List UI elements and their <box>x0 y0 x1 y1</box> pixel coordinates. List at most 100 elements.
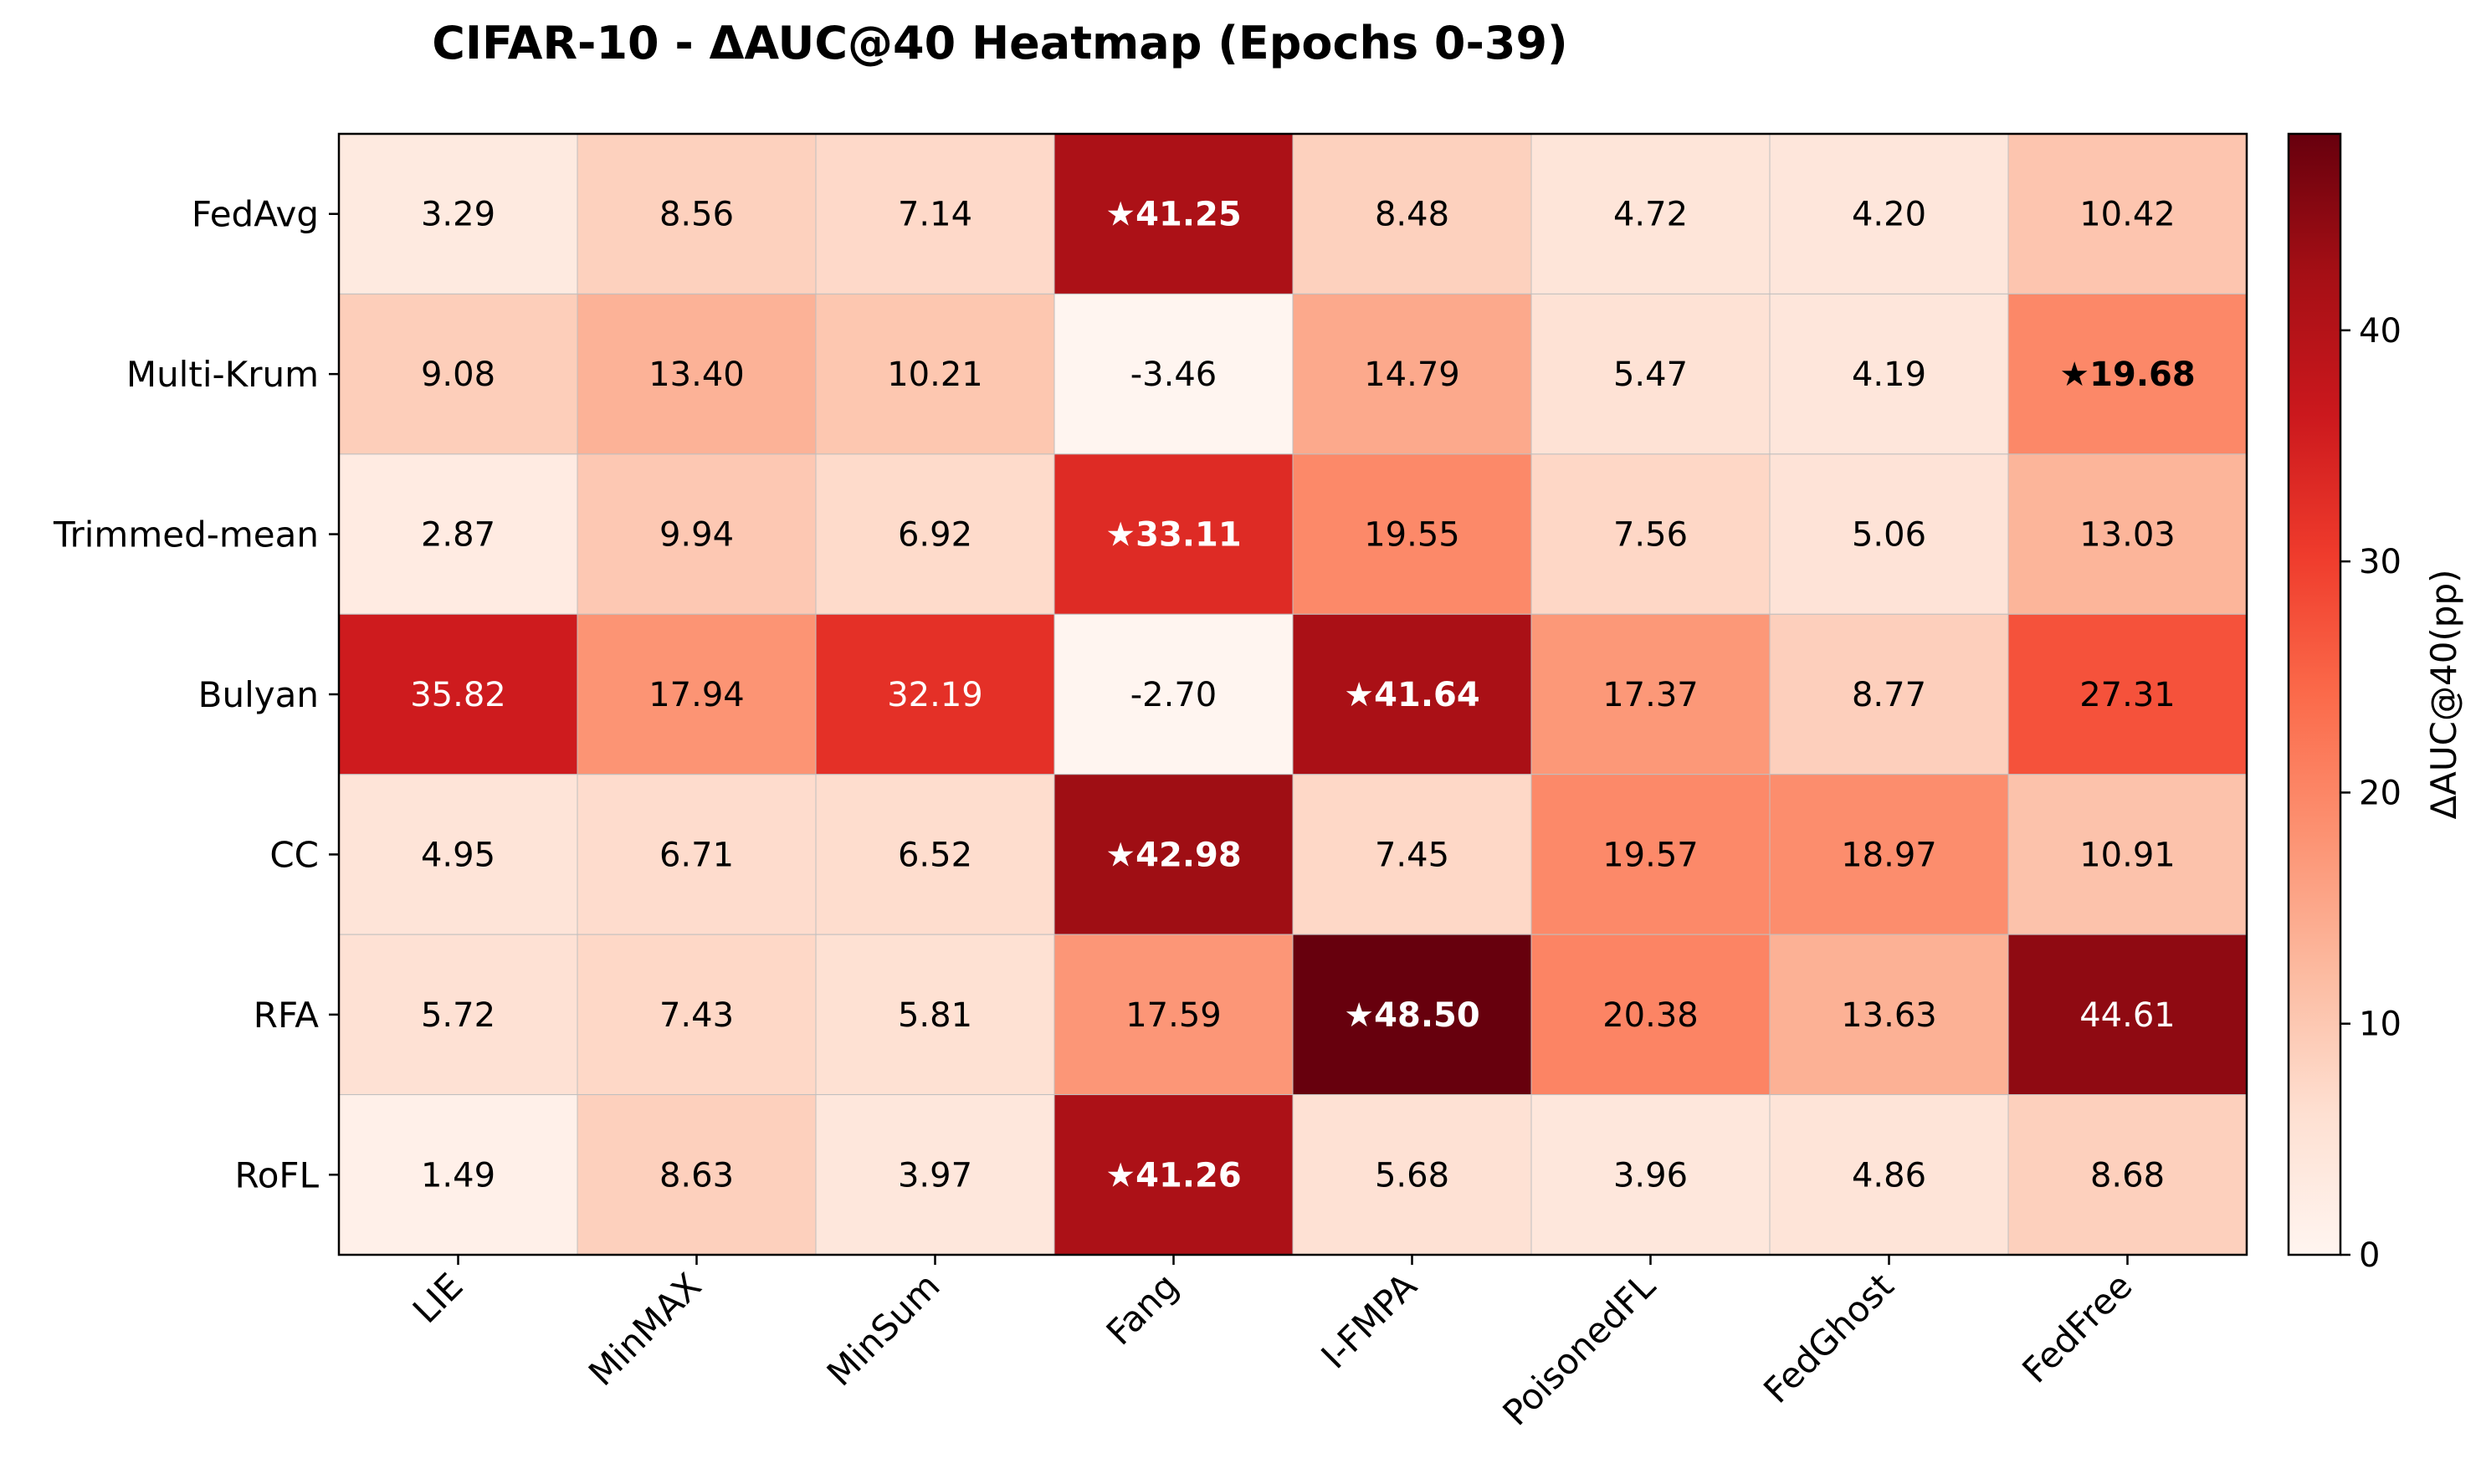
heatmap-cell <box>2007 1094 2248 1256</box>
cell-label: 9.94 <box>659 516 734 555</box>
cell-label: 10.21 <box>887 356 983 394</box>
x-tick-label: MinMAX <box>581 1265 710 1394</box>
cell-label: 8.63 <box>659 1156 734 1195</box>
cell-label: 20.38 <box>1602 996 1699 1035</box>
cell-label: 44.61 <box>2079 996 2176 1035</box>
heatmap-cells <box>338 133 2248 1256</box>
cell-label-best: ★41.25 <box>1105 196 1241 234</box>
cell-label: 5.72 <box>421 996 495 1035</box>
cell-label: 13.03 <box>2079 516 2176 555</box>
cell-label: -3.46 <box>1130 356 1217 394</box>
cell-label: 17.59 <box>1125 996 1222 1035</box>
heatmap-cell <box>338 453 578 615</box>
cell-label: 3.96 <box>1613 1156 1688 1195</box>
cell-label: 14.79 <box>1364 356 1460 394</box>
y-tick-label: RoFL <box>234 1154 319 1195</box>
cell-label: 5.47 <box>1613 356 1688 394</box>
x-tick-label: LIE <box>405 1265 471 1331</box>
x-tick-label: PoisonedFL <box>1494 1265 1663 1434</box>
heatmap-cell <box>1769 774 2009 935</box>
cell-label: 18.97 <box>1841 836 1937 874</box>
y-tick-label: FedAvg <box>192 194 319 235</box>
cell-label: 17.37 <box>1602 676 1699 714</box>
cell-label: 6.92 <box>898 516 972 555</box>
y-tick-label: RFA <box>254 995 319 1036</box>
chart-title: CIFAR-10 - ΔAUC@40 Heatmap (Epochs 0-39) <box>432 17 1567 69</box>
cell-label: 9.08 <box>421 356 495 394</box>
colorbar-tick-label: 40 <box>2359 312 2402 351</box>
y-tick-label: Bulyan <box>198 674 319 715</box>
cell-label: 5.68 <box>1375 1156 1449 1195</box>
cell-label: 35.82 <box>410 676 506 714</box>
heatmap-cell <box>1769 133 2009 294</box>
heatmap-cell <box>815 1094 1055 1256</box>
cell-label: 27.31 <box>2079 676 2176 714</box>
x-tick-label: MinSum <box>819 1265 948 1394</box>
heatmap-cell <box>1053 133 1294 294</box>
cell-label: 7.56 <box>1613 516 1688 555</box>
heatmap-cell <box>1292 613 1532 775</box>
cell-label: 7.45 <box>1375 836 1449 874</box>
heatmap-cell <box>1530 1094 1771 1256</box>
cell-label: 5.81 <box>898 996 972 1035</box>
heatmap-cell <box>338 1094 578 1256</box>
heatmap-cell <box>2007 133 2248 294</box>
heatmap-cell <box>1292 774 1532 935</box>
cell-label: 13.63 <box>1841 996 1937 1035</box>
x-tick-label: Fang <box>1099 1265 1187 1353</box>
heatmap-cell <box>2007 774 2248 935</box>
cell-label: 7.43 <box>659 996 734 1035</box>
heatmap-cell <box>1530 934 1771 1096</box>
cell-label: 5.06 <box>1852 516 1926 555</box>
heatmap-cell <box>2007 293 2248 455</box>
heatmap-cell <box>577 613 817 775</box>
cell-label: 4.19 <box>1852 356 1926 394</box>
cell-label: 4.20 <box>1852 196 1926 234</box>
heatmap-cell <box>1530 774 1771 935</box>
colorbar-label: ΔAUC@40(pp) <box>2423 569 2464 819</box>
heatmap-cell <box>1530 453 1771 615</box>
cell-label: 10.42 <box>2079 196 2176 234</box>
heatmap-cell <box>1053 774 1294 935</box>
y-tick-label: CC <box>269 834 319 875</box>
x-tick-label: FedFree <box>2014 1265 2140 1390</box>
cell-label: 19.55 <box>1364 516 1460 555</box>
heatmap-cell <box>1053 934 1294 1096</box>
heatmap-cell <box>577 453 817 615</box>
colorbar-tick-label: 30 <box>2359 543 2402 581</box>
heatmap-cell <box>815 453 1055 615</box>
cell-label: 32.19 <box>887 676 983 714</box>
cell-label: 19.57 <box>1602 836 1699 874</box>
cell-label: 8.77 <box>1852 676 1926 714</box>
heatmap-cell <box>1292 133 1532 294</box>
heatmap-cell <box>577 133 817 294</box>
heatmap-cell <box>577 1094 817 1256</box>
cell-label: 8.68 <box>2090 1156 2165 1195</box>
x-tick-label: FedGhost <box>1756 1265 1901 1410</box>
cell-labels: 3.29 8.56 7.14 ★41.25 8.48 4.72 4.20 10.42 9.08 1… <box>410 196 2195 1195</box>
heatmap-cell <box>1292 453 1532 615</box>
colorbar-tick-label: 10 <box>2359 1006 2402 1044</box>
heatmap-cell <box>577 774 817 935</box>
heatmap-cell <box>1053 293 1294 455</box>
cell-label: 4.72 <box>1613 196 1688 234</box>
heatmap-cell <box>815 774 1055 935</box>
cell-label: -2.70 <box>1130 676 1217 714</box>
cell-label: 3.97 <box>898 1156 972 1195</box>
cell-label: 10.91 <box>2079 836 2176 874</box>
colorbar-gradient <box>2287 132 2342 1256</box>
cell-label: 1.49 <box>421 1156 495 1195</box>
y-tick-label: Trimmed-mean <box>53 514 319 555</box>
colorbar-tick-label: 0 <box>2359 1236 2380 1275</box>
heatmap-cell <box>338 613 578 775</box>
heatmap-cell <box>1769 613 2009 775</box>
cell-label: 4.86 <box>1852 1156 1926 1195</box>
colorbar-tick-label: 20 <box>2359 774 2402 812</box>
cell-label: 17.94 <box>648 676 745 714</box>
heatmap-cell <box>815 934 1055 1096</box>
heatmap-cell <box>1769 1094 2009 1256</box>
heatmap-cell <box>1769 293 2009 455</box>
cell-label-best: ★33.11 <box>1105 516 1241 555</box>
